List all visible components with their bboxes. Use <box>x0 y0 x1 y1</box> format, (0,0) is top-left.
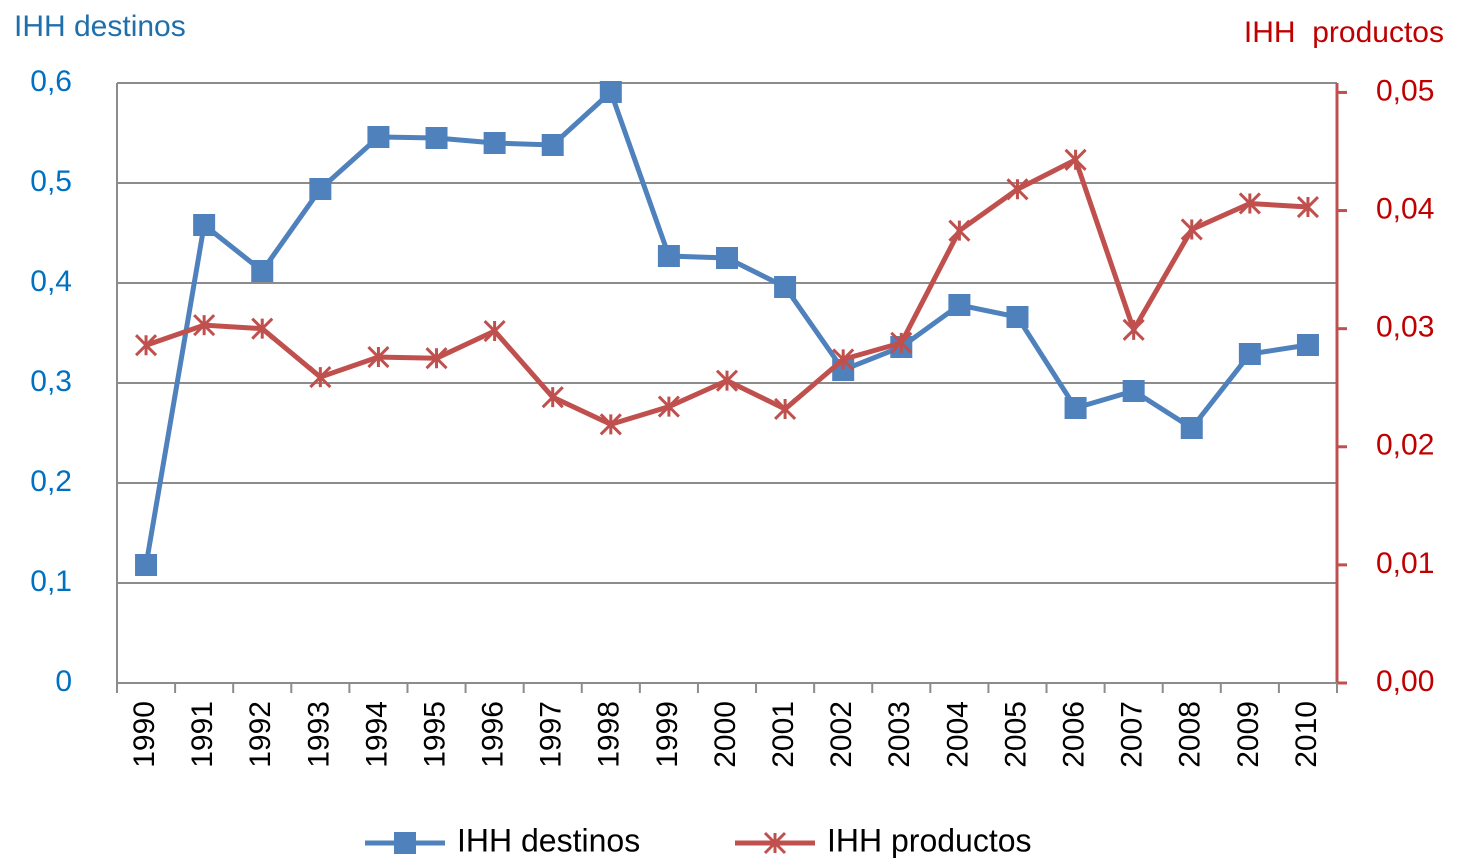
x-tick-label: 1998 <box>593 701 626 768</box>
marker <box>1238 192 1261 215</box>
x-tick-label: 1999 <box>651 701 684 768</box>
marker <box>483 132 506 154</box>
marker <box>134 334 158 357</box>
marker <box>309 178 332 200</box>
marker <box>763 831 787 855</box>
marker <box>251 260 274 282</box>
marker <box>1180 417 1203 439</box>
marker <box>1006 306 1029 328</box>
x-tick-label: 2005 <box>999 701 1032 768</box>
marker <box>1296 334 1319 356</box>
marker <box>425 347 448 370</box>
y2-tick-label: 0,03 <box>1376 311 1434 344</box>
x-tick-label: 2000 <box>709 701 742 768</box>
x-tick-label: 2006 <box>1057 701 1090 768</box>
marker <box>715 369 739 392</box>
y-tick-label: 0,2 <box>30 465 72 498</box>
marker <box>1122 380 1145 402</box>
marker <box>890 331 913 354</box>
marker <box>599 81 622 103</box>
marker <box>251 317 274 340</box>
y-tick-label: 0,5 <box>30 165 72 198</box>
x-tick-label: 1994 <box>360 701 393 768</box>
marker <box>716 247 738 269</box>
x-tick-label: 2009 <box>1232 701 1265 768</box>
marker <box>1180 218 1203 241</box>
x-tick-label: 1995 <box>418 701 451 768</box>
y2-axis-title: IHH productos <box>1244 16 1444 49</box>
x-tick-label: 1996 <box>477 701 510 768</box>
marker <box>657 395 680 418</box>
y-tick-label: 0,6 <box>30 65 72 98</box>
marker <box>1122 318 1145 341</box>
x-tick-label: 2007 <box>1116 701 1149 768</box>
y2-tick-label: 0,05 <box>1376 74 1434 107</box>
legend-label: IHH productos <box>827 822 1032 858</box>
marker <box>1064 148 1087 171</box>
marker <box>832 348 855 371</box>
marker <box>948 219 971 242</box>
legend-label: IHH destinos <box>457 822 640 858</box>
marker <box>483 319 506 343</box>
marker <box>599 413 622 436</box>
marker <box>774 276 797 298</box>
x-tick-label: 2001 <box>767 701 800 768</box>
marker <box>1238 343 1261 365</box>
x-tick-label: 1991 <box>186 701 219 768</box>
x-tick-label: 1990 <box>128 701 161 768</box>
marker <box>1006 178 1029 201</box>
marker <box>948 294 971 316</box>
x-tick-label: 1993 <box>302 701 335 768</box>
marker <box>394 832 416 854</box>
y-axis-title: IHH destinos <box>14 10 186 43</box>
marker <box>774 397 797 421</box>
x-tick-label: 2002 <box>825 701 858 768</box>
x-tick-label: 2004 <box>941 701 974 768</box>
x-tick-label: 2008 <box>1174 701 1207 768</box>
y2-tick-label: 0,00 <box>1376 665 1434 698</box>
y-tick-label: 0,1 <box>30 565 72 598</box>
x-tick-label: 1997 <box>535 701 568 768</box>
marker <box>367 126 390 148</box>
marker <box>309 366 332 389</box>
marker <box>193 314 216 337</box>
marker <box>425 127 448 149</box>
marker <box>541 134 564 156</box>
y-tick-label: 0,3 <box>30 365 72 398</box>
y-tick-label: 0 <box>55 665 72 698</box>
y2-tick-label: 0,02 <box>1376 429 1434 462</box>
marker <box>1064 397 1087 419</box>
y-tick-label: 0,4 <box>30 265 72 298</box>
marker <box>657 245 680 267</box>
x-tick-label: 1992 <box>244 701 277 768</box>
y2-tick-label: 0,01 <box>1376 547 1434 580</box>
x-tick-label: 2010 <box>1290 701 1323 768</box>
marker <box>193 214 216 236</box>
marker <box>135 554 158 576</box>
x-tick-label: 2003 <box>883 701 916 768</box>
y2-tick-label: 0,04 <box>1376 192 1434 225</box>
marker <box>1296 195 1320 219</box>
marker <box>367 345 390 369</box>
marker <box>541 386 564 409</box>
